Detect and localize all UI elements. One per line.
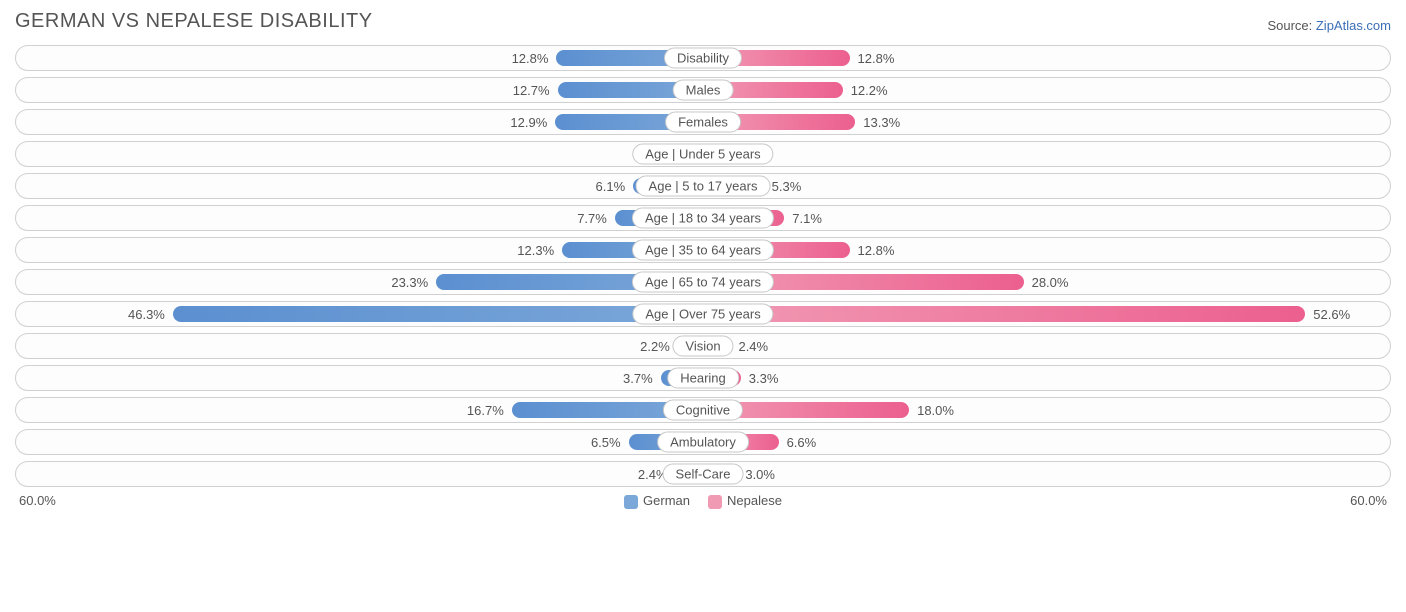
row-category-label: Age | 18 to 34 years	[632, 208, 774, 229]
value-nepalese: 28.0%	[1024, 275, 1077, 290]
row-category-label: Vision	[672, 336, 733, 357]
value-german: 12.3%	[509, 243, 562, 258]
row-right-half: 3.0%	[703, 462, 1390, 486]
value-nepalese: 7.1%	[784, 211, 830, 226]
value-german: 12.9%	[502, 115, 555, 130]
row-category-label: Age | Over 75 years	[632, 304, 773, 325]
row-category-label: Age | 65 to 74 years	[632, 272, 774, 293]
value-german: 7.7%	[569, 211, 615, 226]
value-nepalese: 18.0%	[909, 403, 962, 418]
value-nepalese: 6.6%	[779, 435, 825, 450]
legend-label-nepalese: Nepalese	[727, 493, 782, 508]
chart-row: 23.3% 28.0% Age | 65 to 74 years	[15, 269, 1391, 295]
chart-row: 12.8% 12.8% Disability	[15, 45, 1391, 71]
value-nepalese: 2.4%	[730, 339, 776, 354]
row-left-half: 7.7%	[16, 206, 703, 230]
axis-left-label: 60.0%	[19, 493, 56, 508]
row-category-label: Age | 35 to 64 years	[632, 240, 774, 261]
row-right-half: 5.3%	[703, 174, 1390, 198]
row-right-half: 13.3%	[703, 110, 1390, 134]
source-link[interactable]: ZipAtlas.com	[1316, 18, 1391, 33]
value-nepalese: 12.8%	[850, 243, 903, 258]
value-german: 23.3%	[383, 275, 436, 290]
value-nepalese: 52.6%	[1305, 307, 1358, 322]
row-right-half: 2.4%	[703, 334, 1390, 358]
row-left-half: 12.9%	[16, 110, 703, 134]
value-german: 16.7%	[459, 403, 512, 418]
value-german: 6.5%	[583, 435, 629, 450]
row-left-half: 12.3%	[16, 238, 703, 262]
row-category-label: Hearing	[667, 368, 739, 389]
row-category-label: Females	[665, 112, 741, 133]
value-nepalese: 13.3%	[855, 115, 908, 130]
row-left-half: 23.3%	[16, 270, 703, 294]
legend-item-german: German	[624, 493, 690, 509]
chart-legend: German Nepalese	[624, 493, 782, 509]
row-category-label: Males	[673, 80, 734, 101]
value-nepalese: 5.3%	[764, 179, 810, 194]
chart-row: 12.9% 13.3% Females	[15, 109, 1391, 135]
source-prefix: Source:	[1267, 18, 1315, 33]
row-category-label: Ambulatory	[657, 432, 749, 453]
legend-label-german: German	[643, 493, 690, 508]
row-right-half: 28.0%	[703, 270, 1390, 294]
axis-right-label: 60.0%	[1350, 493, 1387, 508]
row-category-label: Age | 5 to 17 years	[636, 176, 771, 197]
value-nepalese: 12.2%	[843, 83, 896, 98]
chart-row: 12.3% 12.8% Age | 35 to 64 years	[15, 237, 1391, 263]
row-right-half: 3.3%	[703, 366, 1390, 390]
chart-row: 1.7%0.97%Age | Under 5 years	[15, 141, 1391, 167]
row-category-label: Disability	[664, 48, 742, 69]
chart-rows: 12.8% 12.8% Disability 12.7% 12.2% Males 12.9%…	[15, 45, 1391, 487]
value-nepalese: 3.0%	[737, 467, 783, 482]
row-left-half: 6.5%	[16, 430, 703, 454]
row-right-half: 12.8%	[703, 46, 1390, 70]
chart-row: 2.2% 2.4%Vision	[15, 333, 1391, 359]
value-german: 6.1%	[588, 179, 634, 194]
value-german: 3.7%	[615, 371, 661, 386]
row-category-label: Cognitive	[663, 400, 743, 421]
value-nepalese: 12.8%	[850, 51, 903, 66]
chart-row: 7.7% 7.1% Age | 18 to 34 years	[15, 205, 1391, 231]
row-category-label: Age | Under 5 years	[632, 144, 773, 165]
chart-row: 46.3% 52.6% Age | Over 75 years	[15, 301, 1391, 327]
value-german: 2.2%	[632, 339, 678, 354]
row-left-half: 16.7%	[16, 398, 703, 422]
row-left-half: 3.7%	[16, 366, 703, 390]
row-right-half: 6.6%	[703, 430, 1390, 454]
row-right-half: 18.0%	[703, 398, 1390, 422]
chart-source: Source: ZipAtlas.com	[1267, 18, 1391, 33]
row-right-half: 52.6%	[703, 302, 1390, 326]
chart-row: 6.5% 6.6% Ambulatory	[15, 429, 1391, 455]
row-left-half: 12.7%	[16, 78, 703, 102]
value-german: 46.3%	[120, 307, 173, 322]
bar-nepalese	[703, 306, 1305, 322]
row-right-half: 12.2%	[703, 78, 1390, 102]
chart-title: GERMAN VS NEPALESE DISABILITY	[15, 10, 373, 33]
chart-header: GERMAN VS NEPALESE DISABILITY Source: Zi…	[15, 10, 1391, 33]
bar-german	[173, 306, 703, 322]
chart-row: 2.4% 3.0%Self-Care	[15, 461, 1391, 487]
row-left-half: 2.2%	[16, 334, 703, 358]
value-nepalese: 3.3%	[741, 371, 787, 386]
row-left-half: 2.4%	[16, 462, 703, 486]
row-left-half: 1.7%	[16, 142, 703, 166]
row-right-half: 7.1%	[703, 206, 1390, 230]
legend-swatch-german	[624, 495, 638, 509]
row-category-label: Self-Care	[663, 464, 744, 485]
legend-swatch-nepalese	[708, 495, 722, 509]
legend-item-nepalese: Nepalese	[708, 493, 782, 509]
chart-row: 12.7% 12.2% Males	[15, 77, 1391, 103]
value-german: 12.8%	[504, 51, 557, 66]
chart-row: 6.1% 5.3%Age | 5 to 17 years	[15, 173, 1391, 199]
row-left-half: 12.8%	[16, 46, 703, 70]
row-right-half: 12.8%	[703, 238, 1390, 262]
chart-axis: 60.0% German Nepalese 60.0%	[15, 493, 1391, 509]
row-left-half: 46.3%	[16, 302, 703, 326]
row-left-half: 6.1%	[16, 174, 703, 198]
chart-row: 3.7% 3.3%Hearing	[15, 365, 1391, 391]
value-german: 12.7%	[505, 83, 558, 98]
chart-row: 16.7% 18.0% Cognitive	[15, 397, 1391, 423]
row-right-half: 0.97%	[703, 142, 1390, 166]
